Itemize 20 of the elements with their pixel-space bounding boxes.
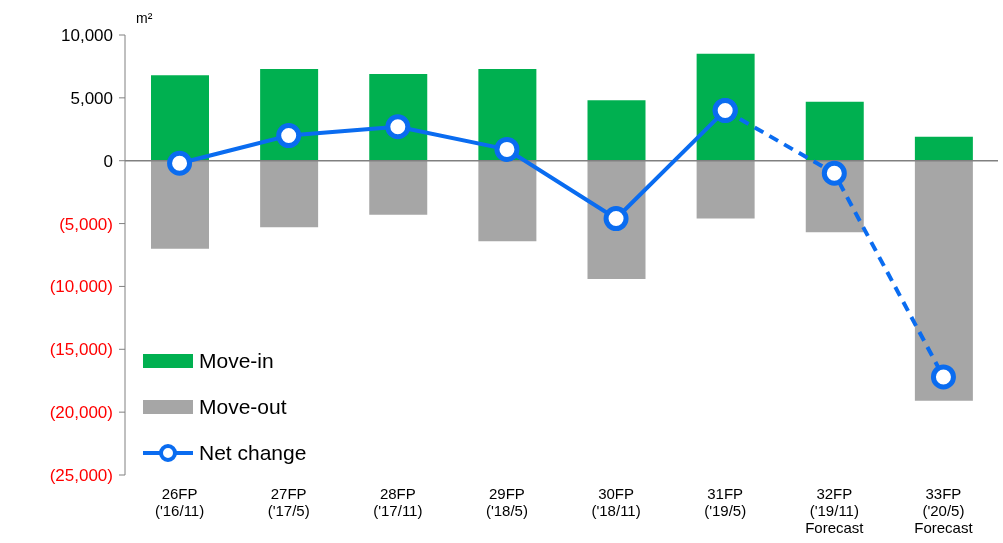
y-tick-label: 10,000 (61, 26, 113, 45)
x-tick-label: 30FP ('18/11) (591, 485, 641, 519)
y-tick-label: (10,000) (49, 277, 113, 297)
y-tick-label: (25,000) (49, 466, 113, 485)
legend-label: Move-out (199, 395, 287, 419)
y-axis-title: m² (136, 10, 153, 26)
x-tick-label: 26FP ('16/11) (154, 485, 205, 519)
y-tick-label: 0 (103, 151, 113, 171)
y-tick-label: (15,000) (49, 340, 113, 360)
x-tick-label: 29FP ('18/5) (485, 485, 528, 519)
x-tick-label: 32FP ('19/11) Forecast (805, 485, 865, 536)
x-tick-label: 27FP ('17/5) (267, 485, 310, 519)
x-tick-label: 33FP ('20/5) Forecast (914, 485, 974, 536)
legend-label: Net change (199, 441, 307, 465)
y-tick-label: (5,000) (59, 214, 113, 234)
legend-label: Move-in (199, 349, 274, 373)
y-tick-label: (20,000) (49, 403, 113, 423)
x-tick-label: 28FP ('17/11) (373, 485, 423, 519)
y-tick-label: 5,000 (70, 88, 113, 108)
x-tick-label: 31FP ('19/5) (704, 485, 747, 519)
